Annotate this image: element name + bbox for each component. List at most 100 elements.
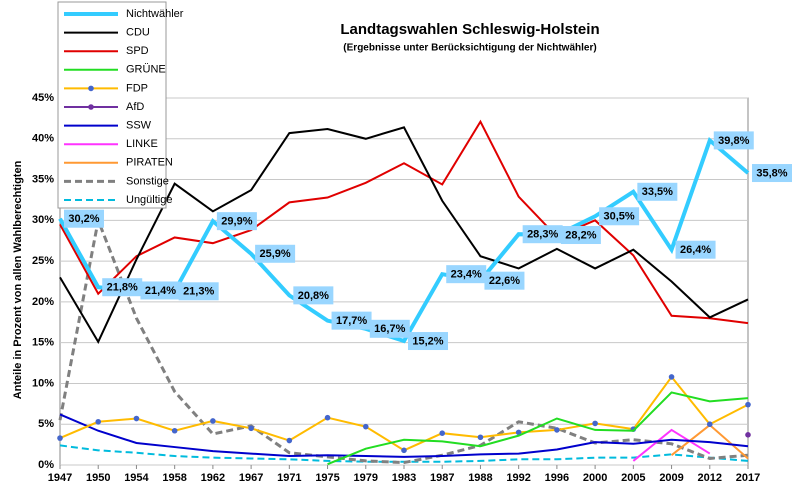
value-label: 21,8% [107, 282, 138, 294]
value-label-box [140, 281, 181, 300]
legend-box [57, 1, 167, 209]
x-tick-label: 2005 [621, 472, 645, 484]
y-tick-label: 25% [32, 255, 54, 267]
point-marker [171, 427, 178, 434]
point-marker [248, 425, 254, 432]
x-tick-label: 1979 [354, 472, 378, 484]
x-tick-label: 1971 [277, 472, 301, 484]
value-label: 23,4% [451, 269, 482, 281]
y-tick-label: 0% [38, 459, 54, 471]
point-marker [57, 435, 63, 441]
series-line [58, 214, 749, 465]
x-tick-label: 1962 [201, 472, 225, 484]
legend-label: PIRATEN [126, 157, 173, 169]
series-line [327, 391, 749, 466]
y-tick-label: 20% [32, 296, 54, 308]
value-label: 35,8% [756, 167, 787, 179]
x-tick-label: 1996 [545, 472, 569, 484]
y-tick-label: 45% [32, 92, 54, 104]
x-tick-label: 1947 [48, 472, 72, 484]
value-label-box [64, 209, 104, 228]
value-label-box [369, 319, 410, 338]
series-line [59, 119, 749, 325]
x-tick-label: 2017 [736, 472, 760, 484]
value-label: 25,9% [260, 248, 291, 260]
x-tick-label: 1975 [315, 472, 339, 484]
legend-label: CDU [126, 27, 150, 39]
point-marker [401, 447, 407, 454]
value-label: 20,8% [298, 290, 329, 302]
value-label: 16,7% [374, 323, 405, 335]
x-tick-label: 2009 [659, 472, 683, 484]
value-label: 30,2% [68, 213, 99, 225]
value-label: 26,4% [680, 244, 711, 256]
legend-label: SSW [126, 120, 152, 132]
x-tick-label: 1950 [86, 472, 110, 484]
point-marker [95, 418, 102, 425]
value-label: 21,4% [145, 285, 176, 297]
legend-label: SPD [126, 45, 149, 57]
value-label: 28,3% [527, 229, 558, 241]
value-label-box [408, 332, 448, 351]
series-line [59, 126, 749, 344]
value-label: 21,3% [183, 286, 214, 298]
legend-label: Sonstige [126, 175, 169, 187]
point-marker [133, 415, 140, 422]
point-marker [745, 432, 751, 438]
value-label-box [102, 278, 143, 297]
legend-label: Nichtwähler [126, 8, 184, 20]
value-label: 33,5% [642, 186, 673, 198]
x-tick-label: 2012 [698, 472, 722, 484]
value-label-box [293, 286, 334, 305]
y-tick-label: 5% [38, 418, 54, 430]
point-marker [439, 430, 446, 436]
value-label-box [560, 226, 601, 245]
legend-label: FDP [126, 82, 148, 94]
x-tick-label: 1987 [430, 472, 454, 484]
value-label: 29,9% [221, 216, 252, 228]
y-tick-label: 35% [32, 173, 54, 185]
value-label-box [713, 131, 754, 150]
value-label: 15,2% [412, 335, 443, 347]
value-label-box [446, 265, 487, 284]
y-tick-label: 40% [32, 133, 54, 145]
legend-label: GRÜNE [126, 64, 166, 76]
point-marker [554, 427, 560, 433]
chart-title: Landtagswahlen Schleswig-Holstein [340, 21, 599, 38]
value-label-box [522, 225, 563, 244]
point-marker [668, 374, 675, 380]
point-marker [515, 429, 522, 436]
y-tick-label: 30% [32, 214, 54, 226]
legend-label: LINKE [126, 138, 158, 150]
value-label-box [331, 311, 372, 330]
point-marker [210, 418, 216, 424]
value-label-box [178, 282, 219, 301]
value-label-box [255, 244, 296, 263]
value-label-box [752, 164, 792, 183]
x-tick-label: 2000 [583, 472, 607, 484]
legend-marker [88, 104, 94, 110]
point-marker [706, 421, 713, 428]
legend-marker [88, 85, 94, 92]
x-tick-label: 1967 [239, 472, 263, 484]
value-label: 22,6% [489, 275, 520, 287]
series-line [632, 428, 711, 462]
y-tick-label: 15% [32, 337, 54, 349]
value-label-box [675, 240, 716, 259]
point-marker [286, 437, 293, 444]
legend-label: AfD [126, 101, 144, 113]
x-tick-label: 1958 [162, 472, 186, 484]
value-label: 17,7% [336, 315, 367, 327]
y-tick-label: 10% [32, 377, 54, 389]
y-axis-label: Anteile in Prozent von allen Wahlberecht… [12, 160, 24, 399]
point-marker [477, 434, 484, 441]
point-marker [324, 414, 331, 421]
point-marker [745, 401, 751, 408]
value-label-box [484, 271, 525, 290]
value-label-box [216, 212, 257, 231]
legend-label: Ungültige [126, 194, 172, 206]
x-tick-label: 1983 [392, 472, 416, 484]
value-label: 28,2% [565, 229, 596, 241]
